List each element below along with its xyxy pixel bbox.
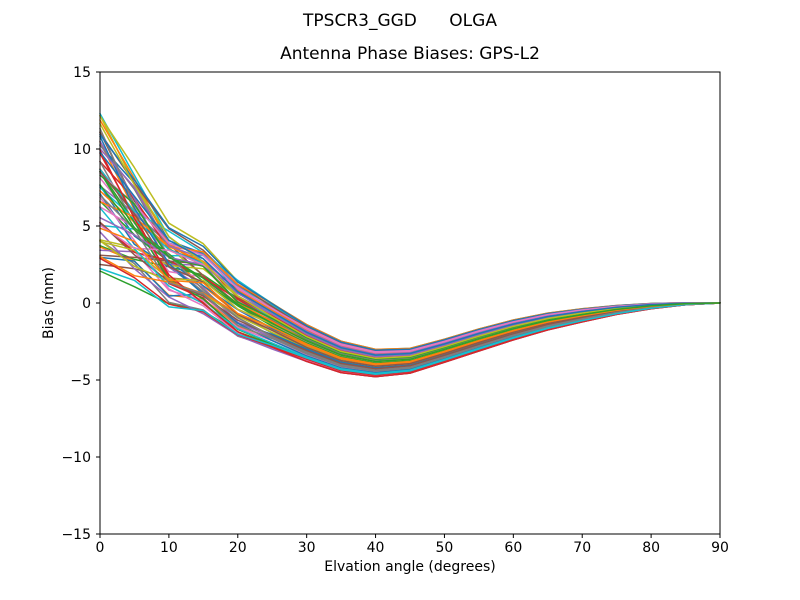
- x-tick-label: 80: [642, 540, 660, 556]
- x-tick-label: 10: [160, 540, 178, 556]
- y-tick-label: 15: [73, 65, 91, 81]
- y-tick-label: −10: [61, 450, 91, 466]
- x-tick-label: 0: [96, 540, 105, 556]
- x-tick-label: 90: [711, 540, 729, 556]
- x-axis-label: Elvation angle (degrees): [324, 559, 496, 575]
- series-line: [99, 194, 721, 372]
- series-line: [99, 133, 721, 351]
- x-tick-label: 20: [229, 540, 247, 556]
- x-tick-label: 50: [436, 540, 454, 556]
- series-line: [99, 183, 721, 363]
- series-line: [99, 131, 721, 364]
- series-line: [99, 267, 721, 376]
- x-tick-label: 60: [504, 540, 522, 556]
- y-tick-label: −15: [61, 527, 91, 543]
- x-tick-label: 70: [573, 540, 591, 556]
- series-line: [99, 112, 721, 360]
- plot-border: [99, 71, 721, 535]
- y-tick-label: −5: [70, 373, 91, 389]
- series-line: [99, 122, 721, 360]
- series-line: [99, 131, 721, 353]
- y-axis-label: Bias (mm): [41, 266, 57, 340]
- series-line: [99, 224, 721, 353]
- y-tick-label: 5: [82, 219, 91, 235]
- series-line: [99, 115, 721, 351]
- series-line: [99, 149, 721, 378]
- series-line: [99, 170, 721, 368]
- axes-title: Antenna Phase Biases: GPS-L2: [280, 44, 540, 64]
- x-tick-label: 30: [298, 540, 316, 556]
- y-tick-label: 10: [73, 142, 91, 158]
- series-line: [99, 254, 721, 352]
- series-line: [99, 151, 721, 356]
- series-line: [99, 227, 721, 365]
- y-tick-label: 0: [82, 296, 91, 312]
- x-tick-label: 40: [367, 540, 385, 556]
- figure-title: TPSCR3_GGD OLGA: [303, 11, 497, 31]
